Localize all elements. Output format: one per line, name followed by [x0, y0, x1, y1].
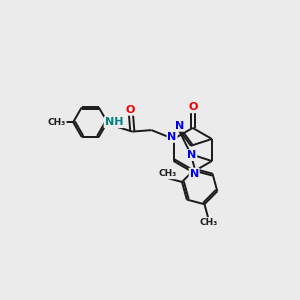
Text: NH: NH [104, 117, 123, 127]
Text: N: N [190, 169, 199, 178]
Text: N: N [167, 132, 177, 142]
Text: CH₃: CH₃ [48, 118, 66, 127]
Text: CH₃: CH₃ [158, 169, 176, 178]
Text: CH₃: CH₃ [200, 218, 217, 227]
Text: N: N [175, 121, 184, 131]
Text: O: O [125, 105, 135, 115]
Text: N: N [187, 150, 196, 160]
Text: O: O [189, 102, 198, 112]
